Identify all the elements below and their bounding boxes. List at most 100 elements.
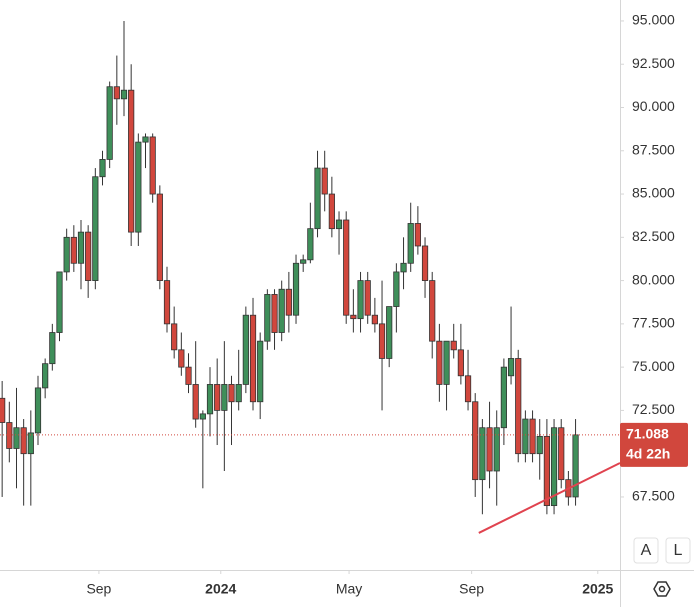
candle-body	[328, 193, 335, 230]
candle-body	[0, 397, 6, 423]
candle-body	[393, 271, 400, 307]
candle-body	[85, 231, 92, 281]
y-tick-label: 67.500	[632, 488, 675, 504]
candle-body	[429, 280, 436, 342]
candle-body	[178, 349, 185, 368]
button-bg[interactable]	[633, 537, 659, 564]
y-tick-label: 75.000	[632, 358, 675, 374]
candle-body	[13, 427, 20, 449]
candle-body	[357, 280, 364, 320]
candle-body	[56, 271, 63, 333]
candle-body	[42, 363, 49, 389]
x-tick-label: Sep	[86, 581, 111, 597]
settings-icon[interactable]	[653, 581, 671, 597]
x-tick-label: 2024	[205, 581, 236, 597]
candle-body	[242, 314, 249, 385]
candle-body	[192, 384, 199, 420]
y-tick-label: 90.000	[632, 98, 675, 114]
candle-body	[77, 231, 85, 264]
trendline	[478, 462, 621, 534]
candle-body	[235, 384, 242, 403]
candle-body	[515, 358, 522, 455]
candle-body	[464, 375, 472, 403]
candle-body	[386, 306, 393, 359]
candle-body	[142, 136, 149, 143]
candle-body	[407, 223, 414, 264]
y-tick-label: 92.500	[632, 55, 675, 71]
candle-body	[228, 384, 235, 403]
candle-body	[120, 89, 128, 100]
settings-hex[interactable]	[653, 581, 671, 597]
candle-body	[34, 387, 42, 434]
y-tick-label: 72.500	[632, 401, 675, 417]
candle-body	[27, 432, 34, 455]
candle-body	[486, 427, 493, 472]
candle-body	[443, 340, 450, 385]
candle-body	[414, 223, 421, 247]
candle-body	[264, 294, 271, 342]
plot-area	[0, 20, 579, 515]
x-tick-label: May	[336, 581, 362, 597]
candle-body	[500, 366, 507, 429]
last-price-label: 71.088	[626, 426, 669, 442]
candle-body	[335, 219, 343, 230]
candle-body	[536, 435, 543, 455]
settings-dot[interactable]	[658, 585, 666, 593]
candle-body	[292, 262, 300, 316]
candle-body	[185, 366, 192, 385]
candle-body	[149, 136, 156, 195]
last-price-tag	[620, 422, 688, 467]
candle-body	[271, 294, 278, 333]
candle-body	[92, 176, 99, 281]
candle-body	[450, 340, 457, 351]
y-tick-label: 80.000	[632, 271, 675, 287]
candle-body	[106, 86, 113, 160]
candle-body	[70, 236, 77, 264]
y-tick-label: 95.000	[632, 12, 675, 28]
candle-body	[6, 422, 13, 449]
x-tick-label: 2025	[582, 581, 613, 597]
candle-body	[558, 427, 565, 481]
candle-body	[63, 236, 70, 273]
candle-body	[321, 167, 328, 195]
candle-body	[285, 288, 292, 316]
candle-body	[493, 427, 500, 472]
candle-body	[400, 262, 407, 273]
button-auto[interactable]: A	[641, 542, 652, 559]
y-tick-label: 82.500	[632, 228, 675, 244]
candle-body	[249, 314, 257, 403]
candle-body	[257, 340, 264, 403]
candle-body	[314, 167, 321, 230]
candle-body	[543, 435, 550, 507]
candle-body	[300, 259, 307, 264]
button-log[interactable]: L	[674, 542, 683, 559]
countdown-label: 4d 22h	[626, 446, 670, 462]
candle-body	[128, 89, 135, 233]
candle-body	[20, 427, 27, 455]
candle-body	[550, 427, 558, 507]
candle-body	[49, 332, 56, 365]
candle-body	[479, 427, 486, 481]
candle-body	[436, 340, 443, 385]
candle-body	[572, 434, 579, 498]
candle-body	[371, 314, 378, 325]
candle-body	[199, 413, 206, 420]
candle-body	[507, 358, 515, 377]
candle-body	[350, 314, 357, 320]
y-tick-label: 77.500	[632, 315, 675, 331]
candle-body	[171, 323, 178, 351]
candle-body	[378, 323, 386, 359]
y-tick-label: 85.000	[632, 185, 675, 201]
axis-buttons[interactable]: A L	[633, 537, 691, 564]
candle-body	[529, 418, 536, 455]
candle-body	[99, 159, 106, 178]
candle-body	[214, 384, 221, 411]
candle-body	[472, 401, 479, 481]
candle-body	[421, 245, 429, 281]
candle-body	[307, 228, 314, 261]
button-bg[interactable]	[665, 537, 691, 564]
candle-body	[135, 141, 142, 233]
y-tick-label: 87.500	[632, 141, 675, 157]
candle-body	[364, 280, 371, 316]
